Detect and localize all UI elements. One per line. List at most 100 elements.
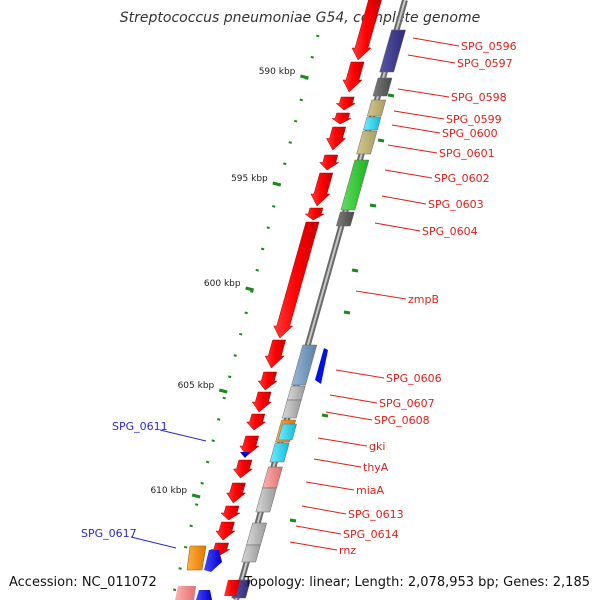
gene-leader-line [407, 54, 456, 64]
gene-leader-line [387, 144, 438, 154]
forward-gene-arrow [246, 413, 267, 431]
forward-gene-arrow [251, 391, 273, 413]
gene-tick-marker [369, 203, 377, 208]
forward-gene-arrow [304, 207, 325, 221]
gene-box [262, 466, 283, 489]
gene-label-spg_0611: SPG_0611 [112, 420, 168, 433]
gene-label-zmpb: zmpB [408, 293, 439, 306]
forward-gene-arrow [257, 371, 278, 391]
scale-tick [272, 181, 282, 187]
gene-leader-line [381, 195, 427, 205]
gene-tick-marker [351, 268, 359, 273]
scale-tick [300, 74, 309, 80]
forward-gene-arrow [226, 482, 247, 504]
forward-gene-arrow [215, 521, 236, 541]
gene-tick-marker [343, 310, 351, 315]
gene-leader-line [159, 429, 207, 442]
gene-box [372, 77, 393, 97]
gene-leader-line [391, 124, 441, 134]
gene-leader-line [412, 37, 460, 47]
gene-box [246, 522, 268, 546]
gene-box [340, 159, 370, 211]
gene-box [269, 442, 290, 463]
gene-box [335, 211, 355, 227]
gene-box [379, 29, 406, 73]
topology-text: Topology: linear; Length: 2,078,953 bp; … [244, 575, 590, 590]
gene-label-spg_0604: SPG_0604 [422, 225, 478, 238]
gene-label-miaa: miaA [356, 484, 385, 497]
gene-leader-line [355, 290, 407, 300]
gene-box [277, 423, 297, 441]
gene-label-spg_0606: SPG_0606 [386, 372, 442, 385]
gene-leader-line [397, 88, 450, 98]
spg0617-neighbor-arrow [204, 550, 222, 572]
gene-label-spg_0608: SPG_0608 [374, 414, 430, 427]
scale-label: 610 kbp [150, 486, 187, 496]
gene-leader-line [130, 536, 177, 549]
gene-box [175, 586, 196, 600]
forward-gene-arrow [326, 126, 347, 151]
scale-tick [218, 388, 228, 394]
gene-box [356, 130, 378, 155]
gene-box [196, 590, 212, 600]
gene-box [255, 487, 277, 513]
gene-box [286, 385, 306, 401]
gene-tick-marker [289, 518, 297, 523]
gene-box [281, 399, 302, 419]
scale-label: 595 kbp [231, 174, 268, 184]
spg0611-gene-arrow [240, 452, 250, 458]
forward-gene-arrow [232, 459, 254, 479]
scale-label: 590 kbp [259, 67, 296, 77]
gene-tick-marker [377, 138, 385, 143]
gene-label-gki: gki [369, 440, 385, 453]
forward-gene-arrow [264, 339, 287, 369]
gene-label-rnz: rnz [339, 544, 356, 557]
accession-text: Accession: NC_011072 [9, 575, 157, 590]
forward-gene-arrow [224, 580, 240, 596]
forward-gene-track [210, 0, 382, 557]
gene-label-spg_0596: SPG_0596 [461, 40, 517, 53]
gene-box [363, 116, 382, 131]
gene-leader-line [289, 541, 338, 551]
forward-gene-arrow [342, 61, 365, 93]
scale-dotted-line [170, 34, 320, 600]
gene-leader-line [313, 458, 362, 468]
map-title: Streptococcus pneumoniae G54, complete g… [119, 10, 481, 26]
blue-gene-arrow [315, 348, 328, 384]
gene-box [366, 99, 387, 117]
forward-gene-arrow [319, 154, 340, 171]
forward-gene-arrow [220, 505, 241, 521]
scale-label: 600 kbp [204, 279, 241, 289]
gene-label-spg_0599: SPG_0599 [446, 113, 502, 126]
spg0617-gene-box [186, 545, 207, 571]
gene-label-spg_0602: SPG_0602 [434, 172, 490, 185]
gene-label-spg_0603: SPG_0603 [428, 198, 484, 211]
forward-gene-arrow [335, 96, 357, 111]
forward-gene-arrow [239, 435, 260, 457]
forward-gene-arrow [310, 172, 334, 207]
gene-tick-marker [321, 413, 329, 418]
gene-leader-line [393, 110, 445, 120]
forward-gene-arrow [273, 221, 320, 339]
gene-leader-line [325, 411, 373, 421]
gene-leader-line [384, 169, 433, 179]
forward-gene-arrow [331, 112, 352, 125]
gene-leader-line [295, 525, 342, 535]
gene-tick-marker [387, 93, 395, 98]
gene-leader-line [374, 222, 421, 232]
gene-label-spg_0607: SPG_0607 [379, 397, 435, 410]
gene-label-spg_0617: SPG_0617 [81, 527, 137, 540]
gene-label-spg_0597: SPG_0597 [457, 57, 513, 70]
scale-tick [245, 286, 254, 292]
scale-label: 605 kbp [178, 381, 215, 391]
scale-tick [191, 493, 201, 499]
gene-box [241, 544, 261, 563]
gene-label-spg_0598: SPG_0598 [451, 91, 507, 104]
gene-leader-line [317, 437, 368, 447]
gene-label-thya: thyA [363, 461, 389, 474]
gene-leader-line [305, 481, 355, 491]
forward-gene-arrow [351, 0, 382, 61]
gene-label-spg_0614: SPG_0614 [343, 528, 399, 541]
gene-label-spg_0600: SPG_0600 [442, 127, 498, 140]
